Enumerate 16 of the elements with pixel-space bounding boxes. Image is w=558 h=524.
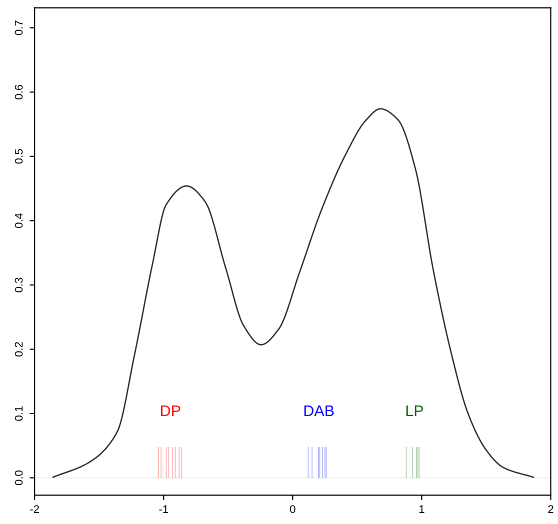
x-tick-label: -1 bbox=[159, 505, 168, 513]
x-tick-label: 0 bbox=[290, 505, 296, 514]
y-tick-label: 0.7 bbox=[14, 20, 23, 36]
y-tick-label: 0.1 bbox=[14, 406, 23, 421]
y-tick-label: 0.2 bbox=[14, 342, 23, 357]
y-tick-label: 0.5 bbox=[14, 149, 23, 164]
x-tick-label: 1 bbox=[419, 505, 424, 513]
y-tick-label: 0.4 bbox=[14, 213, 23, 228]
text: DAB bbox=[304, 406, 334, 416]
text: LP bbox=[406, 406, 424, 416]
y-tick-label: 0.3 bbox=[14, 278, 23, 292]
x-tick-label: -2 bbox=[30, 505, 39, 513]
y-tick-label: 0.6 bbox=[14, 84, 23, 100]
y-tick-label: 0.0 bbox=[14, 470, 23, 486]
text: DP bbox=[161, 406, 180, 416]
x-tick-label: 2 bbox=[548, 505, 554, 513]
